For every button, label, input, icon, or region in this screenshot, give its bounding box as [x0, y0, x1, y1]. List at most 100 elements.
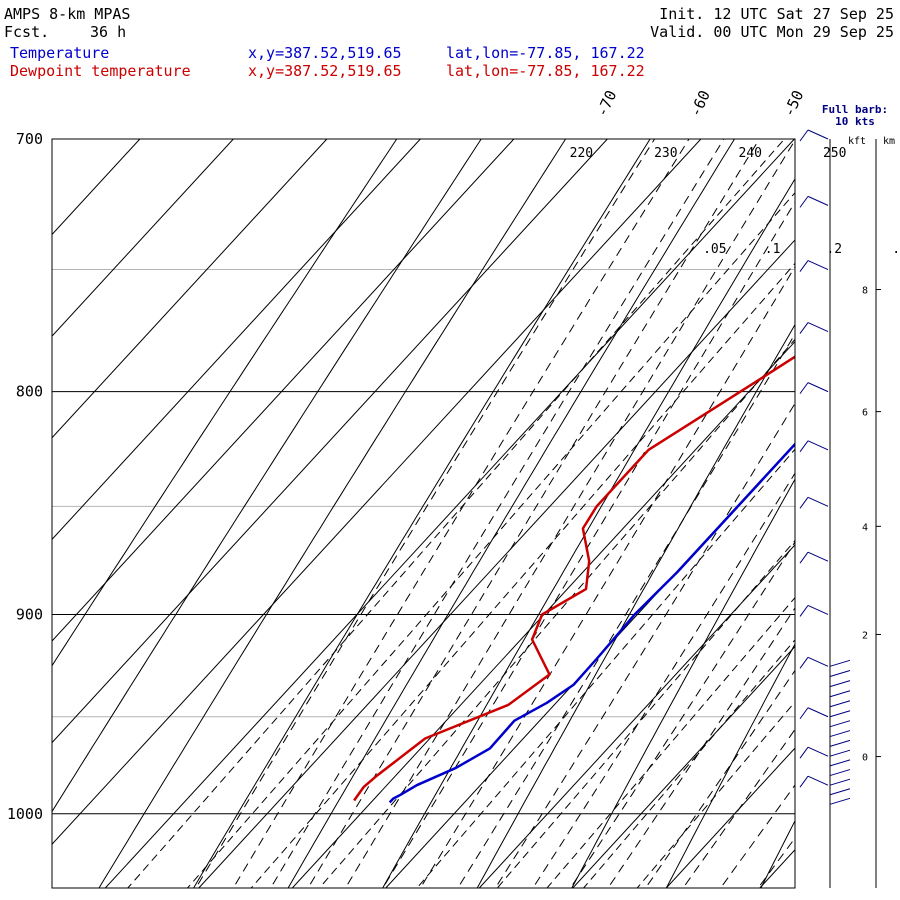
moist-adiabat [195, 139, 656, 888]
wind-barb-flag [799, 322, 809, 334]
wind-barb-staff [807, 746, 829, 757]
wind-barb [799, 775, 829, 788]
km-label: km [883, 136, 895, 147]
wind-barb-flag [799, 657, 809, 669]
wind-barb [799, 656, 829, 669]
dry-adiabat [52, 139, 398, 667]
dry-adiabat-label: 240 [739, 146, 762, 161]
mixing-ratio-label: .2 [826, 242, 842, 257]
wind-barb [799, 260, 829, 272]
isotherm-line [291, 340, 795, 888]
dry-adiabat [382, 177, 795, 888]
forecast-label: Fcst. [4, 23, 50, 41]
wind-barb [799, 129, 829, 142]
valid-time: Valid. 00 UTC Mon 29 Sep 25 [650, 23, 894, 41]
moist-adiabat [864, 112, 900, 897]
wind-barb-low [829, 710, 851, 718]
mixing-ratio-line [583, 639, 795, 888]
mixing-ratio-label: .05 [703, 242, 726, 257]
wind-barb-staff [807, 129, 829, 140]
legend-dewpoint-label: Dewpoint temperature [10, 62, 191, 80]
kft-tick-label: 8 [862, 286, 868, 297]
dry-adiabat [665, 642, 795, 888]
isotherm-line [52, 139, 234, 337]
wind-barb-low [829, 797, 851, 805]
wind-barb-low [829, 788, 851, 796]
dewpoint-profile [353, 355, 795, 802]
isotherm-line [52, 139, 421, 541]
mixing-ratio-label: .4 [892, 242, 900, 257]
wind-barb-low [829, 720, 851, 728]
isotherm-label: -50 [780, 88, 808, 120]
wind-barb-staff [807, 440, 829, 451]
wind-barb-low [829, 670, 851, 677]
wind-barb-staff [807, 775, 829, 786]
pressure-tick-label: 1000 [7, 805, 43, 823]
wind-barb-staff [807, 605, 829, 615]
wind-barb [799, 195, 829, 208]
legend-dewpoint-xy: x,y=387.52,519.65 [248, 62, 402, 80]
wind-barb [799, 496, 829, 509]
kft-label: kft [848, 136, 866, 147]
moist-adiabat [270, 139, 725, 888]
mixing-ratio-line [636, 701, 795, 888]
kft-tick-label: 6 [862, 408, 868, 419]
wind-barbs [799, 129, 851, 805]
pressure-tick-label: 700 [16, 130, 43, 148]
wind-barb-low [829, 730, 851, 738]
wind-barb-flag [799, 551, 809, 564]
wind-barb-staff [807, 551, 829, 562]
legend-temperature-xy: x,y=387.52,519.65 [248, 44, 402, 62]
wind-barb [799, 605, 829, 617]
wind-barb-low [829, 739, 851, 747]
kft-tick-label: 4 [862, 522, 868, 533]
dry-adiabat [760, 819, 795, 888]
forecast-hours: 36 h [90, 23, 127, 41]
height-axis: Full barb: 10 kts kft km 8 6 4 2 0 [822, 103, 895, 888]
isotherm-line [198, 239, 795, 888]
mixing-ratio-line [319, 338, 795, 888]
kft-tick-label: 0 [862, 753, 868, 764]
wind-barb [799, 551, 829, 564]
isotherm-line [52, 139, 702, 846]
mixing-ratio-line [496, 539, 795, 888]
moist-adiabat [719, 784, 795, 888]
init-time: Init. 12 UTC Sat 27 Sep 25 [659, 5, 894, 23]
wind-barb-flag [799, 382, 809, 394]
wind-barb-flag [799, 497, 809, 509]
wind-barb-flag [799, 707, 809, 720]
wind-barb-staff [807, 322, 829, 333]
moist-adiabat [569, 540, 795, 888]
wind-barb-low [829, 659, 851, 667]
isotherm-line [478, 544, 795, 888]
wind-barb-low [829, 759, 851, 767]
moist-adiabat [457, 333, 795, 888]
dry-adiabat [571, 478, 795, 888]
dry-adiabat-label: 230 [654, 146, 677, 161]
dry-adiabat [52, 139, 482, 813]
mixing-ratio-line [250, 262, 795, 888]
mixing-ratio-line [546, 596, 795, 888]
dry-adiabat [98, 139, 567, 888]
moist-adiabat [607, 607, 795, 888]
wind-barb-low [829, 769, 851, 777]
grid-lines [0, 112, 900, 897]
moist-adiabat [682, 728, 795, 888]
wind-barb-flag [799, 260, 809, 272]
wind-barb [799, 382, 829, 394]
wind-barb-flag [799, 605, 809, 617]
moist-adiabat [757, 837, 795, 888]
wind-barb-flag [799, 775, 809, 788]
moist-adiabat [644, 669, 795, 888]
isotherm-line [0, 139, 46, 888]
wind-barb-staff [807, 260, 829, 270]
wind-barb-staff [807, 195, 829, 206]
wind-barb-low [829, 680, 851, 688]
isotherm-line [104, 139, 795, 888]
wind-barb-low [829, 700, 851, 708]
isotherm-label: -70 [593, 88, 621, 120]
moist-adiabat [232, 139, 690, 888]
sounding-series [353, 355, 795, 804]
wind-barb-staff [807, 656, 829, 667]
